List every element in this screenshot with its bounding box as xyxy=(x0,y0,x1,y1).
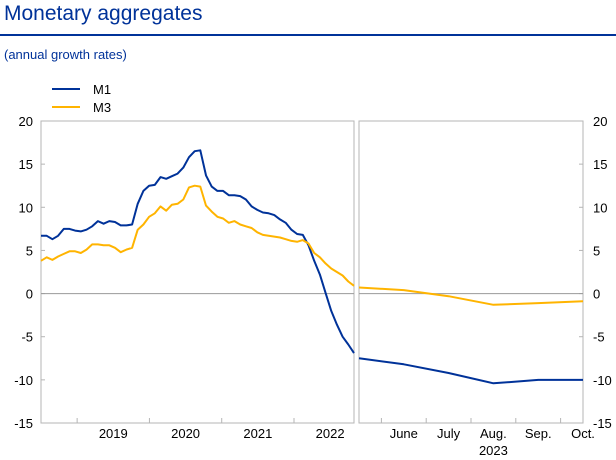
right-xtick-label: Sep. xyxy=(525,426,552,441)
left-ytick-label: 5 xyxy=(26,243,33,258)
series-line-m1-left xyxy=(41,149,355,354)
left-ytick-label: 10 xyxy=(19,200,33,215)
chart-title: Monetary aggregates xyxy=(4,2,203,25)
series-line-m3-left xyxy=(40,184,355,287)
left-ytick-label: -10 xyxy=(14,373,33,388)
right-ytick-label: -15 xyxy=(593,416,612,431)
series-line-m1-right xyxy=(358,357,583,385)
legend-label-m1: M1 xyxy=(93,82,111,97)
left-xtick-label: 2020 xyxy=(171,426,200,441)
right-ytick-label: 0 xyxy=(593,287,600,302)
legend-label-m3: M3 xyxy=(93,100,111,115)
left-ytick-label: 20 xyxy=(19,114,33,129)
right-xtick-label: Oct. xyxy=(571,426,595,441)
right-ytick-label: 5 xyxy=(593,243,600,258)
right-xtick-label: June xyxy=(390,426,418,441)
left-xtick-label: 2019 xyxy=(99,426,128,441)
left-panel-frame xyxy=(40,120,355,424)
right-ytick-label: 10 xyxy=(593,200,607,215)
series-line-m3-right xyxy=(358,286,584,306)
right-year-label: 2023 xyxy=(479,443,508,458)
right-ytick-label: 20 xyxy=(593,114,607,129)
left-xtick-label: 2022 xyxy=(316,426,345,441)
left-ytick-label: 15 xyxy=(19,157,33,172)
title-divider xyxy=(0,34,616,36)
chart-subtitle: (annual growth rates) xyxy=(4,47,127,62)
right-ytick-label: -5 xyxy=(593,330,605,345)
right-ytick-label: 15 xyxy=(593,157,607,172)
left-ytick-label: -15 xyxy=(14,416,33,431)
right-xtick-label: Aug. xyxy=(480,426,507,441)
right-ytick-label: -10 xyxy=(593,373,612,388)
right-xtick-label: July xyxy=(437,426,461,441)
left-xtick-label: 2021 xyxy=(243,426,272,441)
left-ytick-label: -5 xyxy=(21,330,33,345)
left-ytick-label: 0 xyxy=(26,287,33,302)
